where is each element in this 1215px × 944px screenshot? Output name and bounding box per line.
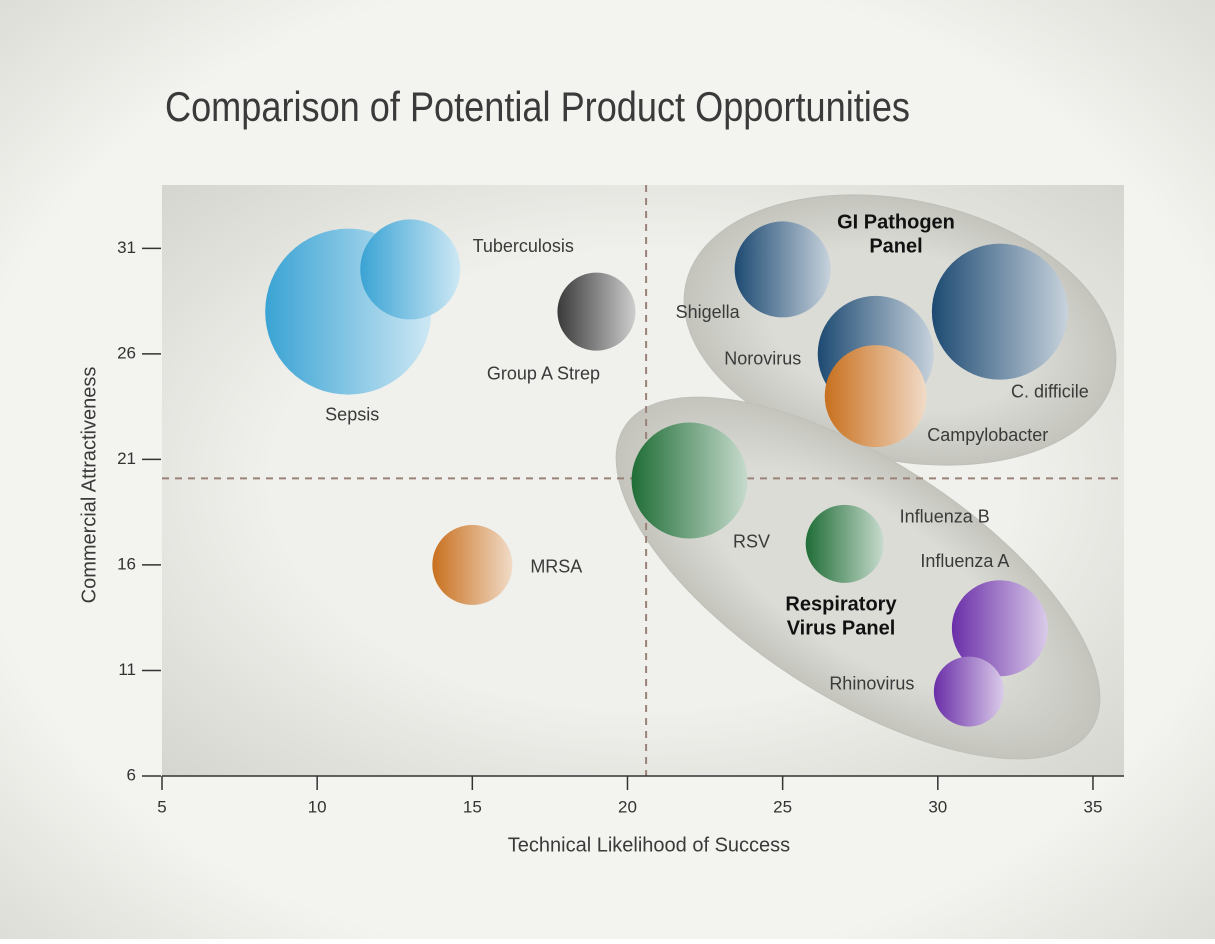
point-label: Tuberculosis — [473, 236, 574, 256]
group-label: Virus Panel — [787, 617, 896, 639]
x-tick-label: 25 — [773, 797, 792, 816]
y-axis-label: Commercial Attractiveness — [78, 367, 100, 604]
y-tick-label: 26 — [117, 343, 136, 362]
point-label: Sepsis — [325, 404, 379, 424]
point-label: Influenza A — [920, 551, 1009, 571]
point-label: Influenza B — [900, 507, 990, 527]
bubble — [951, 580, 1048, 677]
x-axis-label: Technical Likelihood of Success — [508, 834, 790, 856]
point-label: Group A Strep — [487, 363, 600, 383]
bubble — [734, 221, 831, 318]
x-tick-label: 10 — [308, 797, 327, 816]
bubble — [824, 345, 927, 448]
x-tick-label: 15 — [463, 797, 482, 816]
x-tick-label: 35 — [1084, 797, 1103, 816]
group-label: Panel — [869, 235, 922, 257]
point-label: RSV — [733, 531, 770, 551]
bubble — [557, 272, 636, 351]
point-label: Norovirus — [724, 349, 801, 369]
bubble — [631, 422, 748, 539]
chart-title: Comparison of Potential Product Opportun… — [165, 83, 910, 130]
bubble — [933, 656, 1004, 727]
group-label: Respiratory — [785, 593, 897, 615]
point-label: Campylobacter — [927, 425, 1048, 445]
y-tick-label: 16 — [117, 554, 136, 573]
group-label: GI Pathogen — [837, 211, 955, 233]
y-tick-label: 21 — [117, 449, 136, 468]
y-tick-label: 31 — [117, 238, 136, 257]
bubble — [931, 243, 1068, 380]
bubble — [432, 524, 513, 605]
x-tick-label: 20 — [618, 797, 637, 816]
y-tick-label: 6 — [127, 765, 136, 784]
x-tick-label: 30 — [928, 797, 947, 816]
point-label: Shigella — [676, 302, 741, 322]
point-label: MRSA — [530, 557, 582, 577]
plot-layer: 5 10 15 20 25 30 35 6 11 16 21 26 31 Sepsis Tuberculos… — [117, 185, 1124, 816]
point-label: C. difficile — [1011, 381, 1089, 401]
x-tick-label: 5 — [157, 797, 166, 816]
y-tick-label: 11 — [118, 660, 136, 679]
bubble — [360, 219, 461, 320]
point-label: Rhinovirus — [829, 673, 914, 693]
bubble — [805, 504, 884, 583]
